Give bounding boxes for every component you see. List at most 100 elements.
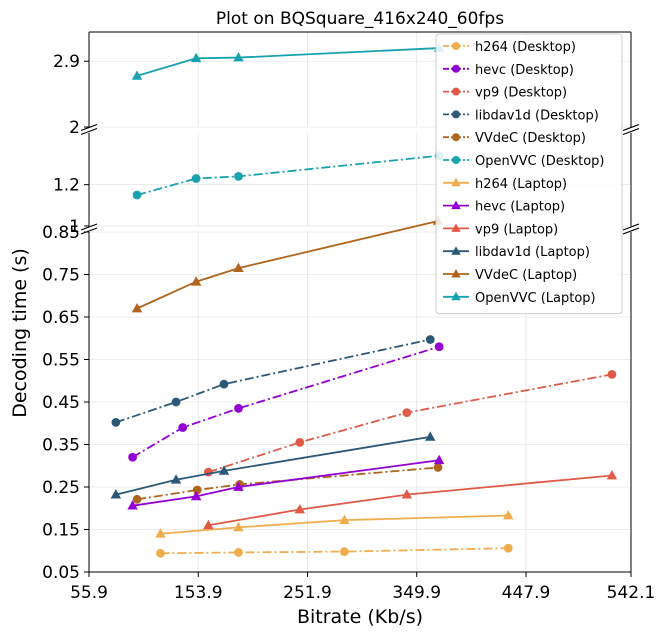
series-line [132, 345, 440, 459]
legend-label: OpenVVC (Desktop) [475, 154, 604, 169]
data-point [433, 463, 443, 472]
data-point [606, 470, 618, 480]
series-3 [111, 335, 435, 427]
x-tick-label: 349.9 [392, 583, 441, 603]
legend-entry: VVdeC (Desktop) [443, 131, 586, 146]
series-9 [110, 431, 436, 499]
legend-label: OpenVVC (Laptop) [475, 291, 596, 306]
legend-entry: hevc (Desktop) [443, 63, 574, 78]
legend-entry: libdav1d (Laptop) [443, 245, 590, 260]
legend-label: libdav1d (Laptop) [475, 245, 590, 260]
series-line [136, 154, 440, 196]
data-point [339, 514, 350, 524]
data-point [171, 397, 181, 407]
data-point [434, 342, 444, 352]
legend: h264 (Desktop) hevc (Desktop) vp9 (Desktop… [435, 33, 623, 315]
data-point [190, 52, 202, 63]
data-point [503, 543, 513, 553]
data-point [294, 504, 306, 514]
data-point [234, 548, 243, 557]
y-tick-label: 1 [69, 217, 80, 237]
chart-title: Plot on BQSquare_416x240_60fps [216, 9, 504, 29]
legend-marker [452, 133, 460, 142]
data-point [191, 174, 201, 183]
legend-entry: VVdeC (Laptop) [443, 268, 577, 283]
axis-break-mark [622, 223, 640, 235]
data-point [295, 437, 305, 447]
data-point [218, 465, 230, 475]
y-tick-label: 0.35 [42, 436, 80, 456]
data-point [233, 481, 244, 491]
series-8 [203, 470, 618, 530]
series-line [160, 514, 509, 535]
x-tick-label: 251.9 [283, 583, 332, 603]
legend-marker [451, 200, 461, 210]
data-point [131, 303, 143, 313]
series-line [115, 435, 431, 496]
legend-entry: OpenVVC (Laptop) [443, 291, 596, 306]
data-point [401, 489, 413, 499]
legend-marker [451, 177, 461, 187]
y-axis-title: Decoding time (s) [9, 248, 31, 418]
y-tick-label: 0.05 [42, 563, 80, 583]
axis-break-mark [622, 123, 640, 136]
data-point [425, 431, 436, 441]
legend-entry: hevc (Laptop) [443, 200, 565, 215]
series-line [136, 220, 439, 310]
x-tick-label: 447.9 [502, 583, 551, 603]
legend-label: hevc (Laptop) [475, 200, 565, 215]
legend-box [435, 33, 623, 315]
tick-layer: 55.9 153.9 251.9 349.9 447.9 542.1 2.9 2 1.2 10.8… [42, 52, 655, 603]
data-point [190, 490, 202, 501]
x-axis-title: Bitrate (Kb/s) [297, 606, 423, 628]
data-point [128, 452, 137, 462]
data-point [132, 190, 142, 200]
legend-label: VVdeC (Laptop) [475, 268, 577, 283]
legend-label: vp9 (Desktop) [475, 86, 567, 101]
legend-entry: vp9 (Laptop) [443, 222, 558, 237]
data-point [170, 474, 182, 484]
data-point [425, 335, 435, 344]
series-1 [128, 342, 444, 462]
series-7 [127, 454, 445, 510]
y-tick-label: 0.25 [42, 478, 80, 498]
y-tick-label: 2 [69, 118, 80, 138]
y-tick-label: 0.75 [42, 266, 80, 286]
data-point [233, 52, 244, 62]
legend-entry: OpenVVC (Desktop) [443, 154, 604, 169]
data-point [234, 172, 243, 181]
series-line [136, 47, 440, 77]
y-tick-label: 2.9 [53, 52, 80, 72]
data-point [233, 262, 244, 272]
data-point [203, 519, 214, 530]
legend-marker [451, 269, 461, 278]
legend-entry: vp9 (Desktop) [443, 86, 567, 101]
legend-marker [452, 42, 460, 50]
legend-label: h264 (Desktop) [475, 40, 576, 55]
legend-marker [452, 156, 460, 164]
y-tick-label: 0.55 [42, 351, 80, 371]
legend-marker [452, 110, 460, 119]
series-line [115, 338, 431, 424]
legend-label: h264 (Laptop) [475, 177, 567, 192]
y-tick-label: 0.15 [42, 521, 80, 541]
y-tick-label: 0.65 [42, 308, 80, 328]
y-tick-label: 0.85 [42, 223, 80, 243]
series-10 [131, 215, 444, 313]
data-point [503, 509, 514, 520]
series-2 [203, 369, 617, 477]
series-6 [155, 509, 514, 538]
data-point [233, 521, 244, 532]
series-5 [132, 151, 444, 200]
data-point [402, 408, 412, 418]
data-point [127, 500, 138, 510]
data-point [132, 494, 142, 504]
legend-marker [451, 246, 461, 255]
series-line [132, 459, 440, 507]
x-tick-label: 153.9 [174, 583, 223, 603]
legend-marker [451, 223, 461, 232]
data-point [131, 70, 143, 80]
series-line [208, 373, 613, 473]
series-line [160, 547, 509, 555]
